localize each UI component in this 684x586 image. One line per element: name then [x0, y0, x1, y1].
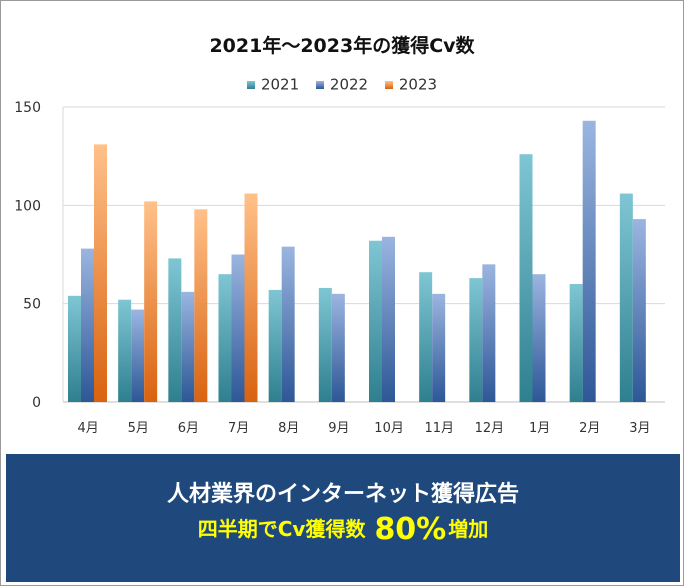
- bar-2021-4月: [68, 295, 81, 402]
- bar-2023-4月: [94, 144, 107, 402]
- bar-2022-12月: [482, 264, 496, 402]
- bar-2023-6月: [194, 209, 208, 402]
- legend-item-2021: 2021: [246, 75, 300, 94]
- x-tick-label: 3月: [629, 421, 650, 436]
- bar-2022-5月: [131, 309, 145, 402]
- legend-label-2023: 2023: [398, 75, 438, 94]
- bar-2022-6月: [181, 291, 195, 402]
- x-tick-label: 7月: [228, 421, 249, 436]
- legend-label-2022: 2022: [329, 75, 369, 94]
- bar-2022-8月: [281, 246, 295, 402]
- x-tick-label: 4月: [77, 421, 98, 436]
- bar-2021-10月: [369, 240, 382, 402]
- plot-area: 0 50 100 150 4月 5月 6月 7月 8月 9月 10月 11月 12月 1月 2月 3月: [14, 100, 665, 436]
- bar-2022-7月: [231, 254, 245, 402]
- bar-2023-7月: [244, 193, 258, 402]
- legend-item-2023: 2023: [384, 75, 438, 94]
- bar-2022-9月: [331, 293, 345, 402]
- bar-2022-1月: [532, 274, 546, 402]
- x-tick-label: 12月: [475, 421, 505, 436]
- legend: 2021 2022 2023: [1, 75, 683, 94]
- y-tick-label: 0: [32, 395, 41, 411]
- bar-2021-7月: [218, 274, 232, 402]
- x-tick-label: 11月: [424, 421, 454, 436]
- summary-banner: 人材業界のインターネット獲得広告 四半期でCv獲得数 80% 増加: [6, 454, 680, 582]
- bar-2022-2月: [582, 120, 596, 403]
- legend-item-2022: 2022: [315, 75, 369, 94]
- x-tick-label: 5月: [128, 421, 149, 436]
- x-tick-label: 2月: [579, 421, 600, 436]
- bar-2021-2月: [569, 284, 583, 402]
- banner-subline-suffix: 増加: [448, 517, 489, 541]
- bar-2021-11月: [419, 272, 433, 402]
- bar-2021-12月: [469, 278, 483, 402]
- x-tick-label: 10月: [374, 421, 404, 436]
- chart-title: 2021年～2023年の獲得Cv数: [209, 35, 475, 57]
- y-tick-label: 150: [14, 100, 41, 116]
- legend-label-2021: 2021: [260, 75, 300, 94]
- banner-subline-prefix: 四半期でCv獲得数: [197, 517, 366, 541]
- bar-2022-3月: [632, 219, 646, 402]
- y-tick-label: 100: [14, 198, 41, 214]
- bar-2021-8月: [268, 289, 282, 402]
- bar-2021-9月: [318, 287, 332, 402]
- legend-swatch-2022: [315, 80, 324, 89]
- bar-2022-4月: [81, 248, 94, 402]
- x-tick-label: 6月: [178, 421, 199, 436]
- legend-swatch-2021: [246, 80, 255, 89]
- bar-2022-10月: [382, 236, 395, 402]
- banner-headline: 人材業界のインターネット獲得広告: [166, 482, 519, 507]
- bar-2021-5月: [118, 299, 132, 402]
- banner-subline: 四半期でCv獲得数 80% 増加: [6, 512, 680, 547]
- x-tick-label: 1月: [529, 421, 550, 436]
- bar-2021-1月: [519, 154, 533, 402]
- bar-2022-11月: [432, 293, 446, 402]
- bar-2021-6月: [168, 258, 182, 402]
- x-tick-label: 8月: [278, 421, 299, 436]
- bar-2023-5月: [144, 201, 158, 402]
- x-tick-label: 9月: [328, 421, 349, 436]
- banner-highlight-percent: 80%: [374, 512, 447, 547]
- chart-area: 0 50 100 150 4月 5月 6月 7月 8月 9月 10月 11月 12月 1月 2月 3月 202…: [1, 1, 683, 451]
- y-tick-label: 50: [23, 297, 41, 313]
- legend-swatch-2023: [384, 80, 393, 89]
- bar-2021-3月: [619, 193, 633, 402]
